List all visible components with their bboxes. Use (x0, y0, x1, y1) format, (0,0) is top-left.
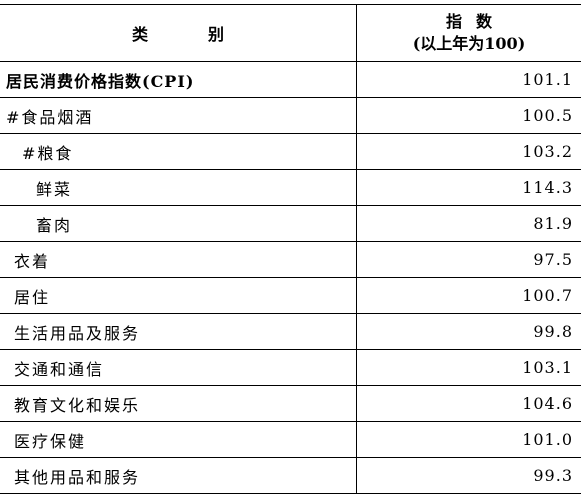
row-category: 交通和通信 (0, 350, 357, 385)
row-category: 居住 (0, 278, 357, 313)
table-row: 居民消费价格指数(CPI) 101.1 (0, 61, 581, 97)
row-value: 101.0 (522, 430, 573, 449)
header-index-note: (以上年为100) (412, 34, 526, 53)
table-row: #食品烟酒 100.5 (0, 97, 581, 133)
row-value: 100.5 (522, 106, 573, 125)
row-category: 鲜菜 (0, 170, 357, 205)
row-category: 生活用品及服务 (0, 314, 357, 349)
table-header: 类别 指数 (以上年为100) (0, 5, 581, 61)
row-value: 104.6 (522, 394, 573, 413)
row-value: 100.7 (522, 286, 573, 305)
table-row: #粮食 103.2 (0, 133, 581, 169)
row-category: #食品烟酒 (0, 98, 357, 133)
header-index: 指数 (以上年为100) (357, 5, 581, 61)
row-category: 其他用品和服务 (0, 458, 357, 493)
row-value: 99.3 (533, 466, 573, 485)
row-category: 居民消费价格指数(CPI) (0, 62, 357, 97)
row-value: 114.3 (522, 178, 573, 197)
row-category: 畜肉 (0, 206, 357, 241)
table-row: 教育文化和娱乐 104.6 (0, 385, 581, 421)
table-row: 鲜菜 114.3 (0, 169, 581, 205)
cpi-table: 类别 指数 (以上年为100) 居民消费价格指数(CPI) 101.1 #食品烟… (0, 4, 581, 494)
header-index-label: 指数 (445, 12, 506, 31)
table-row: 医疗保健 101.0 (0, 421, 581, 457)
row-value: 99.8 (533, 322, 573, 341)
row-category: 衣着 (0, 242, 357, 277)
header-category: 类别 (0, 5, 357, 61)
row-value: 103.2 (522, 142, 573, 161)
table-row: 交通和通信 103.1 (0, 349, 581, 385)
row-value: 103.1 (522, 358, 573, 377)
row-value: 97.5 (533, 250, 573, 269)
row-value: 81.9 (533, 214, 573, 233)
row-category: 教育文化和娱乐 (0, 386, 357, 421)
row-category: #粮食 (0, 134, 357, 169)
table-row: 居住 100.7 (0, 277, 581, 313)
table-row: 其他用品和服务 99.3 (0, 457, 581, 493)
header-category-label: 类别 (131, 25, 284, 44)
table-row: 生活用品及服务 99.8 (0, 313, 581, 349)
table-row: 衣着 97.5 (0, 241, 581, 277)
row-value: 101.1 (522, 70, 573, 89)
row-category: 医疗保健 (0, 422, 357, 457)
table-row: 畜肉 81.9 (0, 205, 581, 241)
